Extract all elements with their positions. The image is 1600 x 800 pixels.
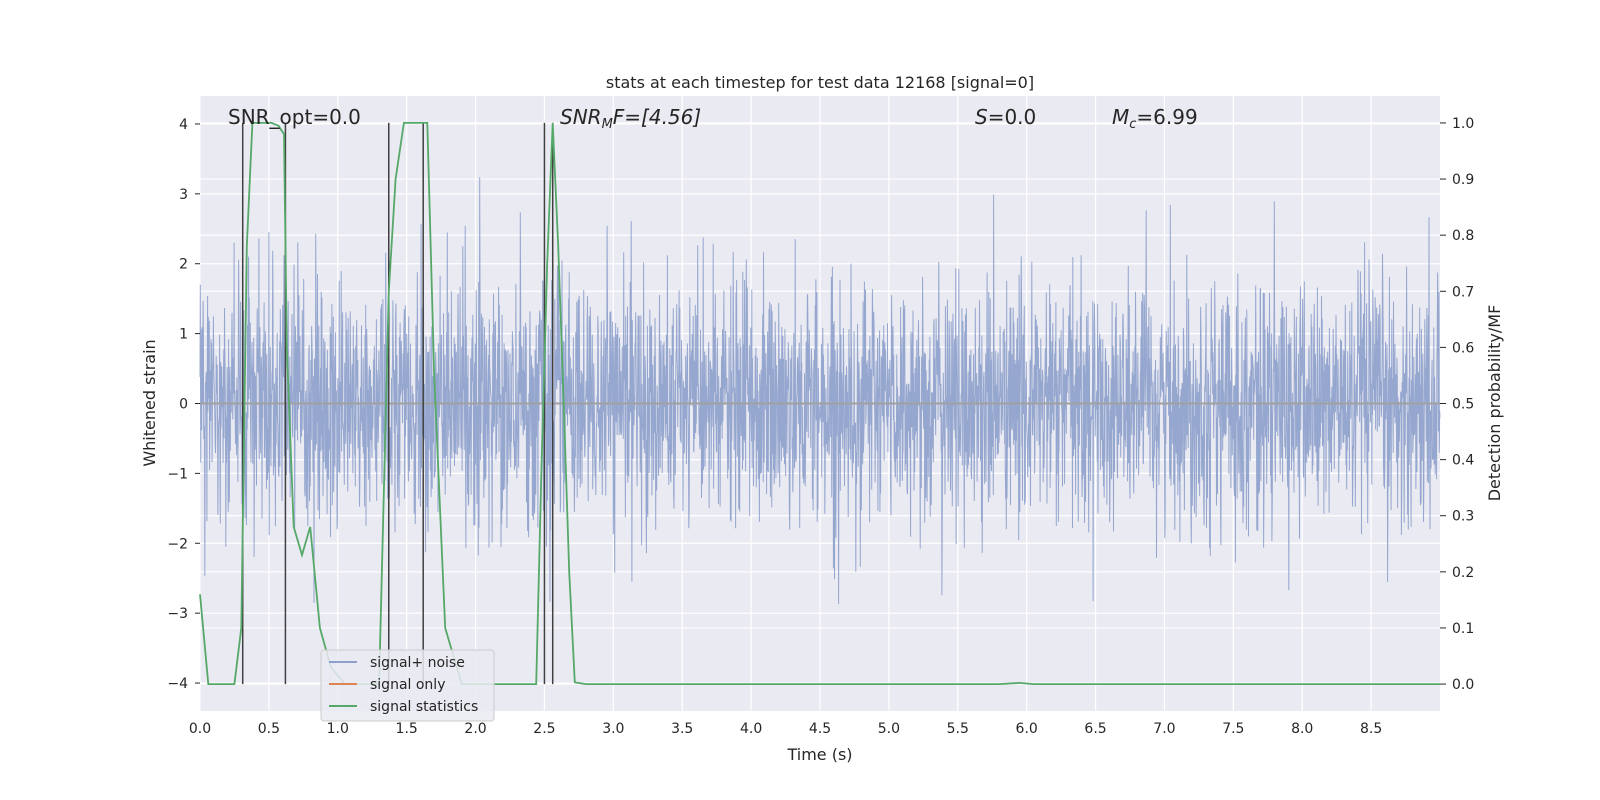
annotation-mc-sub: c bbox=[1129, 117, 1136, 132]
annotation-snr-mf-sub: M bbox=[602, 117, 613, 132]
annotation-mc-main: M bbox=[1112, 105, 1129, 129]
annotation-snr-mf-main: SNR bbox=[560, 105, 602, 129]
y-tick-label-5: −1 bbox=[167, 466, 188, 482]
annotation-mc-rest: =6.99 bbox=[1136, 105, 1197, 129]
x-axis-label: Time (s) bbox=[786, 745, 852, 764]
y2-tick-label-7: 0.3 bbox=[1452, 509, 1474, 525]
y2-tick-label-4: 0.6 bbox=[1452, 340, 1474, 356]
x-tick-label-2: 1.0 bbox=[327, 721, 349, 737]
y2-tick-label-5: 0.5 bbox=[1452, 397, 1474, 413]
y-tick-label-8: −4 bbox=[167, 676, 188, 692]
x-tick-label-14: 7.0 bbox=[1153, 721, 1175, 737]
annotation-mc: Mc=6.99 bbox=[1112, 105, 1198, 132]
legend: signal+ noise signal only signal statist… bbox=[320, 649, 495, 722]
y-tick-label-4: 0 bbox=[179, 397, 188, 413]
y-tick-label-6: −2 bbox=[167, 536, 188, 552]
detection-vlines bbox=[241, 122, 554, 685]
y2-tick-label-2: 0.8 bbox=[1452, 228, 1474, 244]
chart-title: stats at each timestep for test data 121… bbox=[606, 73, 1034, 92]
y2-axis-label: Detection probability/MF bbox=[1485, 305, 1504, 502]
legend-label-noise: signal+ noise bbox=[370, 655, 465, 671]
annotation-snr-mf-rest: F=[4.56] bbox=[613, 105, 701, 129]
annotation-snr-opt: SNR_opt=0.0 bbox=[228, 105, 361, 129]
x-ticks: 0.0 0.5 1.0 1.5 2.0 2.5 3.0 3.5 4.0 4.5 5.0 5.5 6.0 6… bbox=[189, 721, 1382, 737]
y-tick-label-3: 1 bbox=[179, 327, 188, 343]
x-tick-label-12: 6.0 bbox=[1016, 721, 1038, 737]
y2-tick-label-3: 0.7 bbox=[1452, 284, 1474, 300]
y2-tick-label-10: 0.0 bbox=[1452, 677, 1474, 693]
y-tick-label-1: 3 bbox=[179, 187, 188, 203]
y2-ticks: 1.0 0.9 0.8 0.7 0.6 0.5 0.4 0.3 0.2 0.1 0.0 bbox=[1440, 116, 1474, 693]
x-tick-label-10: 5.0 bbox=[878, 721, 900, 737]
x-tick-label-1: 0.5 bbox=[258, 721, 280, 737]
y2-tick-label-1: 0.9 bbox=[1452, 172, 1474, 188]
x-tick-label-5: 2.5 bbox=[533, 721, 555, 737]
noise-series bbox=[199, 177, 1441, 605]
legend-label-stats: signal statistics bbox=[370, 699, 478, 715]
annotation-snr-mf: SNRMF=[4.56] bbox=[560, 105, 701, 132]
y-tick-label-7: −3 bbox=[167, 606, 188, 622]
x-tick-label-3: 1.5 bbox=[396, 721, 418, 737]
x-tick-label-9: 4.5 bbox=[809, 721, 831, 737]
noise-line bbox=[199, 177, 1441, 605]
x-tick-label-0: 0.0 bbox=[189, 721, 211, 737]
legend-label-signal: signal only bbox=[370, 677, 445, 693]
x-tick-label-17: 8.5 bbox=[1360, 721, 1382, 737]
x-tick-label-13: 6.5 bbox=[1084, 721, 1106, 737]
annotation-s-rest: =0.0 bbox=[988, 105, 1037, 129]
y-tick-label-0: 4 bbox=[179, 117, 188, 133]
annotation-s-main: S bbox=[975, 105, 988, 129]
y2-tick-label-0: 1.0 bbox=[1452, 116, 1474, 132]
x-tick-label-6: 3.0 bbox=[602, 721, 624, 737]
y2-tick-label-6: 0.4 bbox=[1452, 453, 1474, 469]
y2-tick-label-8: 0.2 bbox=[1452, 565, 1474, 581]
y-tick-label-2: 2 bbox=[179, 257, 188, 273]
x-tick-label-15: 7.5 bbox=[1222, 721, 1244, 737]
y-ticks: 4 3 2 1 0 −1 −2 −3 −4 bbox=[167, 117, 200, 692]
annotation-s: S=0.0 bbox=[975, 105, 1036, 129]
x-tick-label-4: 2.0 bbox=[464, 721, 486, 737]
x-tick-label-8: 4.0 bbox=[740, 721, 762, 737]
x-tick-label-7: 3.5 bbox=[671, 721, 693, 737]
x-tick-label-16: 8.0 bbox=[1291, 721, 1313, 737]
x-tick-label-11: 5.5 bbox=[947, 721, 969, 737]
y-axis-label: Whitened strain bbox=[140, 339, 159, 466]
legend-box bbox=[320, 649, 495, 722]
signal-statistics-line bbox=[199, 122, 1440, 685]
y2-tick-label-9: 0.1 bbox=[1452, 621, 1474, 637]
